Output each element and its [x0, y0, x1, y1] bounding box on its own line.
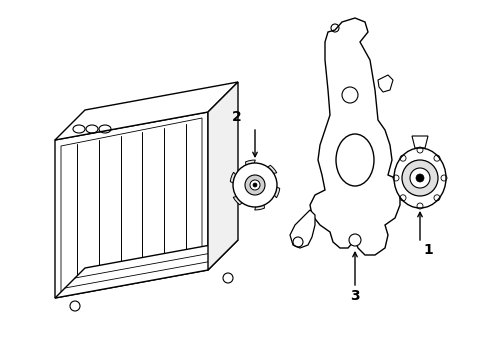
Polygon shape — [378, 75, 393, 92]
Text: 3: 3 — [350, 289, 360, 303]
Polygon shape — [230, 172, 245, 189]
Polygon shape — [264, 181, 280, 198]
Polygon shape — [208, 82, 238, 270]
Circle shape — [342, 87, 358, 103]
Polygon shape — [55, 112, 208, 298]
Polygon shape — [310, 18, 400, 255]
Circle shape — [416, 174, 424, 182]
Circle shape — [253, 183, 257, 187]
Text: 2: 2 — [232, 110, 242, 124]
Circle shape — [349, 234, 361, 246]
Circle shape — [233, 163, 277, 207]
Ellipse shape — [394, 148, 446, 208]
Polygon shape — [55, 240, 238, 298]
Polygon shape — [257, 165, 277, 176]
Circle shape — [245, 175, 265, 195]
Polygon shape — [233, 194, 253, 205]
Polygon shape — [290, 210, 315, 248]
Circle shape — [410, 168, 430, 188]
Polygon shape — [55, 82, 238, 140]
Polygon shape — [245, 160, 255, 179]
Text: 1: 1 — [423, 243, 433, 257]
Circle shape — [250, 180, 260, 190]
Polygon shape — [412, 136, 428, 148]
Ellipse shape — [336, 134, 374, 186]
Polygon shape — [255, 191, 265, 210]
Circle shape — [402, 160, 438, 196]
